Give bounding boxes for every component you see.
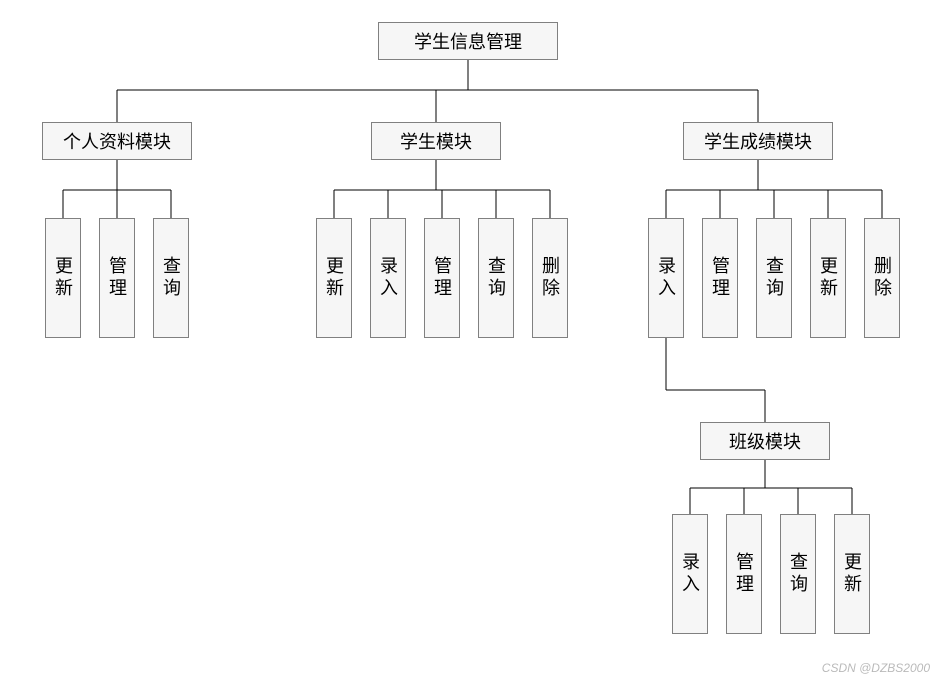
node-m4b: 管理	[726, 514, 762, 634]
watermark-text: CSDN @DZBS2000	[822, 661, 930, 675]
node-m4d: 更新	[834, 514, 870, 634]
node-m1c: 查询	[153, 218, 189, 338]
node-m2b: 录入	[370, 218, 406, 338]
node-m2: 学生模块	[371, 122, 501, 160]
node-root: 学生信息管理	[378, 22, 558, 60]
node-m3c: 查询	[756, 218, 792, 338]
node-m1a: 更新	[45, 218, 81, 338]
node-m2e: 删除	[532, 218, 568, 338]
node-m2a: 更新	[316, 218, 352, 338]
node-m3a: 录入	[648, 218, 684, 338]
node-m2d: 查询	[478, 218, 514, 338]
node-m3d: 更新	[810, 218, 846, 338]
node-m1b: 管理	[99, 218, 135, 338]
node-m4c: 查询	[780, 514, 816, 634]
node-m2c: 管理	[424, 218, 460, 338]
node-m4a: 录入	[672, 514, 708, 634]
node-m3b: 管理	[702, 218, 738, 338]
node-m3e: 删除	[864, 218, 900, 338]
node-m3: 学生成绩模块	[683, 122, 833, 160]
node-m4: 班级模块	[700, 422, 830, 460]
node-m1: 个人资料模块	[42, 122, 192, 160]
